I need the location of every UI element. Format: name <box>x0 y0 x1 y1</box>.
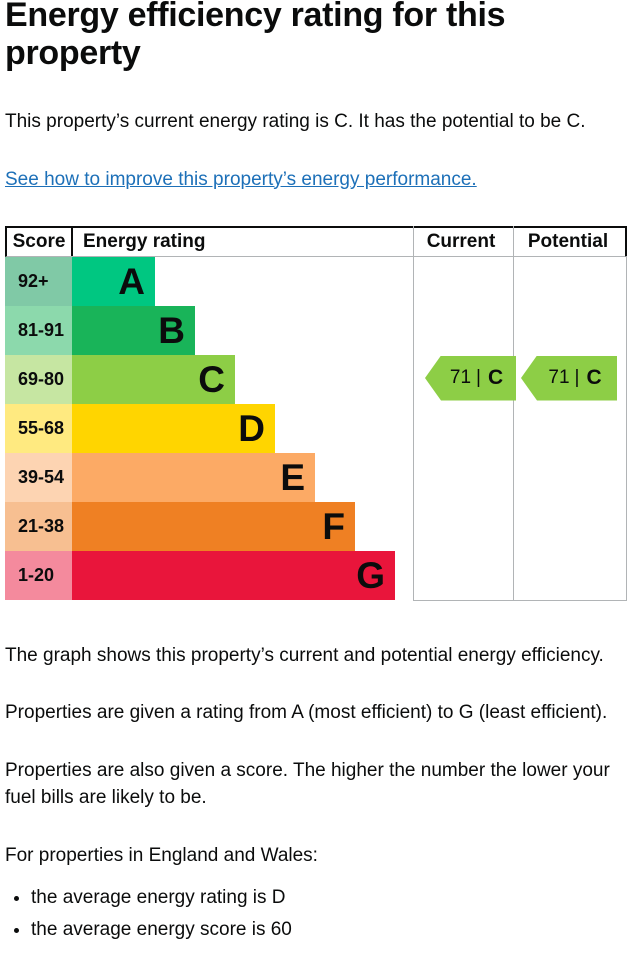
score-range-g: 1-20 <box>5 550 72 600</box>
band-bar-f: F <box>72 501 355 551</box>
current-rating-arrow: 71 | C <box>425 355 516 401</box>
potential-separator: | <box>574 367 580 389</box>
band-row-e: 39-54 E <box>5 452 627 502</box>
epc-bands: 92+ A 81-91 B 69-80 C 55-68 D 39-54 E 21… <box>5 256 627 600</box>
band-row-a: 92+ A <box>5 256 627 306</box>
band-row-d: 55-68 D <box>5 403 627 453</box>
score-range-a: 92+ <box>5 256 72 306</box>
graph-description-text: The graph shows this property’s current … <box>5 644 604 666</box>
score-range-d: 55-68 <box>5 403 72 453</box>
score-range-b: 81-91 <box>5 305 72 355</box>
band-bar-g: G <box>72 550 395 600</box>
current-column-divider <box>413 225 414 600</box>
column-header-energy-rating: Energy rating <box>83 230 206 252</box>
band-bar-e: E <box>72 452 315 502</box>
current-separator: | <box>476 367 481 389</box>
score-range-c: 69-80 <box>5 354 72 404</box>
rating-scale-text: Properties are given a rating from A (mo… <box>5 702 608 724</box>
potential-band-letter: C <box>586 366 602 390</box>
band-row-g: 1-20 G <box>5 550 627 600</box>
current-band-letter: C <box>487 366 504 390</box>
current-score: 71 <box>449 367 472 389</box>
improve-performance-link[interactable]: See how to improve this property’s energ… <box>5 168 477 190</box>
column-header-current: Current <box>426 230 496 252</box>
epc-rating-chart: Score Energy rating Current Potential 92… <box>5 225 627 601</box>
averages-heading: For properties in England and Wales: <box>5 844 318 866</box>
page-title: Energy efficiency rating for this proper… <box>5 0 506 72</box>
potential-rating-arrow: 71 | C <box>521 355 617 401</box>
intro-text: This property’s current energy rating is… <box>5 111 586 132</box>
potential-column-divider <box>513 225 514 600</box>
potential-score: 71 <box>548 367 570 389</box>
epc-chart-header: Score Energy rating Current Potential <box>5 225 627 257</box>
right-table-border <box>626 255 627 600</box>
list-item-average-score: the average energy score is 60 <box>31 917 625 943</box>
list-item-average-rating: the average energy rating is D <box>31 885 625 911</box>
band-bar-a: A <box>72 256 155 306</box>
band-row-c: 69-80 C <box>5 354 627 404</box>
column-header-potential: Potential <box>527 230 609 252</box>
band-bar-d: D <box>72 403 275 453</box>
table-bottom-border <box>413 599 627 601</box>
column-header-score: Score <box>7 227 73 256</box>
score-range-f: 21-38 <box>5 501 72 551</box>
average-list: the average energy rating is D the avera… <box>5 885 625 942</box>
band-bar-b: B <box>72 305 195 355</box>
band-bar-c: C <box>72 354 235 404</box>
score-info-text: Properties are also given a score. The h… <box>5 759 610 809</box>
band-row-f: 21-38 F <box>5 501 627 551</box>
band-row-b: 81-91 B <box>5 305 627 355</box>
score-range-e: 39-54 <box>5 452 72 502</box>
